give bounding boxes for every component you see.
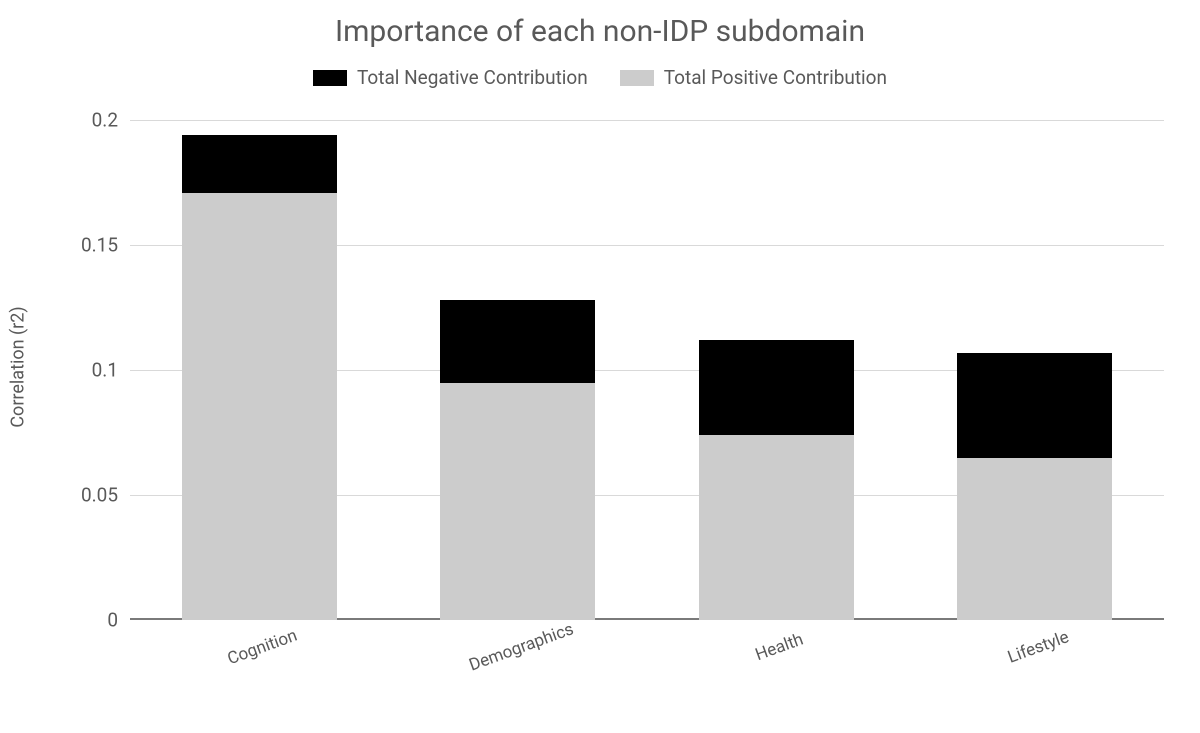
x-tick-label: Health (753, 630, 806, 666)
y-tick-label: 0.2 (92, 109, 118, 132)
chart-container: Importance of each non-IDP subdomain Tot… (0, 0, 1200, 733)
legend-item-negative: Total Negative Contribution (313, 66, 588, 89)
bar-cognition (182, 135, 337, 620)
bar-segment-negative (699, 340, 854, 435)
legend-item-positive: Total Positive Contribution (620, 66, 887, 89)
x-tick-label: Lifestyle (1005, 627, 1072, 668)
legend-label-positive: Total Positive Contribution (664, 66, 887, 89)
bar-segment-positive (957, 458, 1112, 621)
y-tick-label: 0.05 (81, 484, 118, 507)
bar-segment-negative (440, 300, 595, 383)
plot-inner: 00.050.10.150.2CognitionDemographicsHeal… (130, 120, 1164, 620)
bar-segment-positive (440, 383, 595, 621)
legend: Total Negative Contribution Total Positi… (0, 66, 1200, 89)
legend-label-negative: Total Negative Contribution (357, 66, 588, 89)
y-axis-label: Correlation (r2) (8, 306, 29, 427)
y-tick-label: 0 (107, 609, 118, 632)
bar-slot: Lifestyle (906, 120, 1165, 620)
bar-segment-negative (957, 353, 1112, 458)
legend-swatch-negative (313, 70, 347, 86)
bar-demographics (440, 300, 595, 620)
bar-health (699, 340, 854, 620)
bar-slot: Cognition (130, 120, 389, 620)
plot-area: 00.050.10.150.2CognitionDemographicsHeal… (130, 120, 1164, 620)
bar-segment-negative (182, 135, 337, 193)
y-tick-label: 0.15 (81, 234, 118, 257)
x-tick-label: Cognition (225, 626, 300, 670)
chart-title: Importance of each non-IDP subdomain (0, 14, 1200, 49)
legend-swatch-positive (620, 70, 654, 86)
bar-slot: Health (647, 120, 906, 620)
x-tick-label: Demographics (466, 619, 576, 675)
bar-segment-positive (699, 435, 854, 620)
bar-segment-positive (182, 193, 337, 621)
bar-lifestyle (957, 353, 1112, 621)
bar-slot: Demographics (389, 120, 648, 620)
y-tick-label: 0.1 (92, 359, 118, 382)
